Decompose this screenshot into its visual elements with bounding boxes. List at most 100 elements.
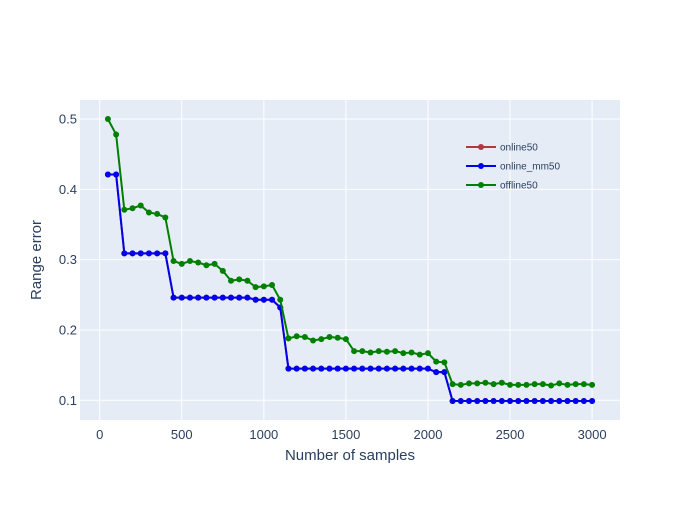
data-point-offline50 [326,334,333,341]
data-point-offline50 [137,202,144,209]
data-point-online_mm50 [367,365,374,372]
data-point-online_mm50 [244,294,251,301]
data-point-offline50 [359,348,366,355]
data-point-online_mm50 [203,294,210,301]
data-point-offline50 [195,259,202,266]
data-point-online_mm50 [104,171,111,178]
data-point-online_mm50 [342,365,349,372]
legend: online50 online_mm50 offline50 [466,143,560,192]
y-tick-labels: 0.1 0.2 0.3 0.4 0.5 [59,111,77,407]
legend-label: online_mm50 [500,162,560,173]
data-point-offline50 [318,336,325,343]
x-tick-label: 2500 [496,427,525,442]
data-point-online_mm50 [531,398,538,405]
data-point-online_mm50 [449,398,456,405]
data-point-offline50 [178,260,185,267]
data-point-offline50 [203,262,210,269]
legend-label: offline50 [500,181,538,192]
data-point-online_mm50 [154,250,161,257]
data-point-offline50 [589,381,596,388]
legend-item-online50: online50 [466,143,538,154]
data-point-offline50 [211,260,218,267]
data-point-offline50 [548,382,555,389]
data-point-offline50 [400,350,407,357]
data-point-offline50 [531,381,538,388]
data-point-offline50 [236,276,243,283]
data-point-offline50 [104,115,111,122]
data-point-offline50 [465,380,472,387]
data-point-online_mm50 [375,365,382,372]
data-point-offline50 [145,209,152,216]
legend-swatch-marker [478,163,484,169]
x-tick-label: 1500 [331,427,360,442]
data-point-offline50 [383,348,390,355]
data-point-online_mm50 [490,398,497,405]
data-point-online_mm50 [260,296,267,303]
x-axis-title: Number of samples [285,447,415,464]
data-point-online_mm50 [515,398,522,405]
data-point-offline50 [523,381,530,388]
data-point-online_mm50 [219,294,226,301]
data-point-offline50 [342,336,349,343]
grid [80,100,620,420]
data-point-offline50 [580,381,587,388]
data-point-offline50 [351,348,358,355]
data-point-online_mm50 [457,398,464,405]
data-point-offline50 [121,206,128,213]
data-point-online_mm50 [498,398,505,405]
legend-swatch-marker [478,144,484,150]
legend-label: online50 [500,143,538,154]
data-point-online_mm50 [556,398,563,405]
data-point-offline50 [424,350,431,357]
data-point-online_mm50 [228,294,235,301]
data-point-online_mm50 [293,365,300,372]
data-point-online_mm50 [170,294,177,301]
data-point-offline50 [228,277,235,284]
data-point-online_mm50 [145,250,152,257]
data-point-offline50 [260,283,267,290]
data-point-online_mm50 [383,365,390,372]
data-point-online_mm50 [359,365,366,372]
y-tick-label: 0.5 [59,111,77,126]
data-point-offline50 [113,131,120,138]
data-point-online_mm50 [211,294,218,301]
data-point-offline50 [285,335,292,342]
data-point-online_mm50 [392,365,399,372]
data-point-online_mm50 [564,398,571,405]
y-tick-label: 0.4 [59,182,77,197]
series-online_mm50 [104,171,596,405]
data-point-offline50 [154,210,161,217]
data-point-online_mm50 [269,296,276,303]
data-point-offline50 [572,381,579,388]
data-point-online_mm50 [408,365,415,372]
data-point-offline50 [244,277,251,284]
data-point-online_mm50 [285,365,292,372]
data-point-online_mm50 [310,365,317,372]
data-point-online_mm50 [178,294,185,301]
data-point-online_mm50 [507,398,514,405]
data-point-offline50 [564,381,571,388]
legend-swatch-marker [478,182,484,188]
data-point-online_mm50 [416,365,423,372]
data-point-online_mm50 [252,296,259,303]
data-point-offline50 [129,205,136,212]
data-point-online_mm50 [301,365,308,372]
data-point-online_mm50 [539,398,546,405]
x-tick-labels: 0 500 1000 1500 2000 2500 3000 [96,427,606,442]
data-point-offline50 [334,334,341,341]
data-point-offline50 [392,348,399,355]
legend-item-offline50: offline50 [466,181,538,192]
data-point-offline50 [219,267,226,274]
x-tick-label: 0 [96,427,103,442]
data-point-online_mm50 [351,365,358,372]
data-point-offline50 [449,381,456,388]
data-point-offline50 [498,379,505,386]
data-point-online_mm50 [424,365,431,372]
y-tick-label: 0.1 [59,393,77,408]
data-point-offline50 [252,284,259,291]
data-point-online_mm50 [589,398,596,405]
data-point-offline50 [457,381,464,388]
data-point-online_mm50 [186,294,193,301]
data-point-online_mm50 [137,250,144,257]
